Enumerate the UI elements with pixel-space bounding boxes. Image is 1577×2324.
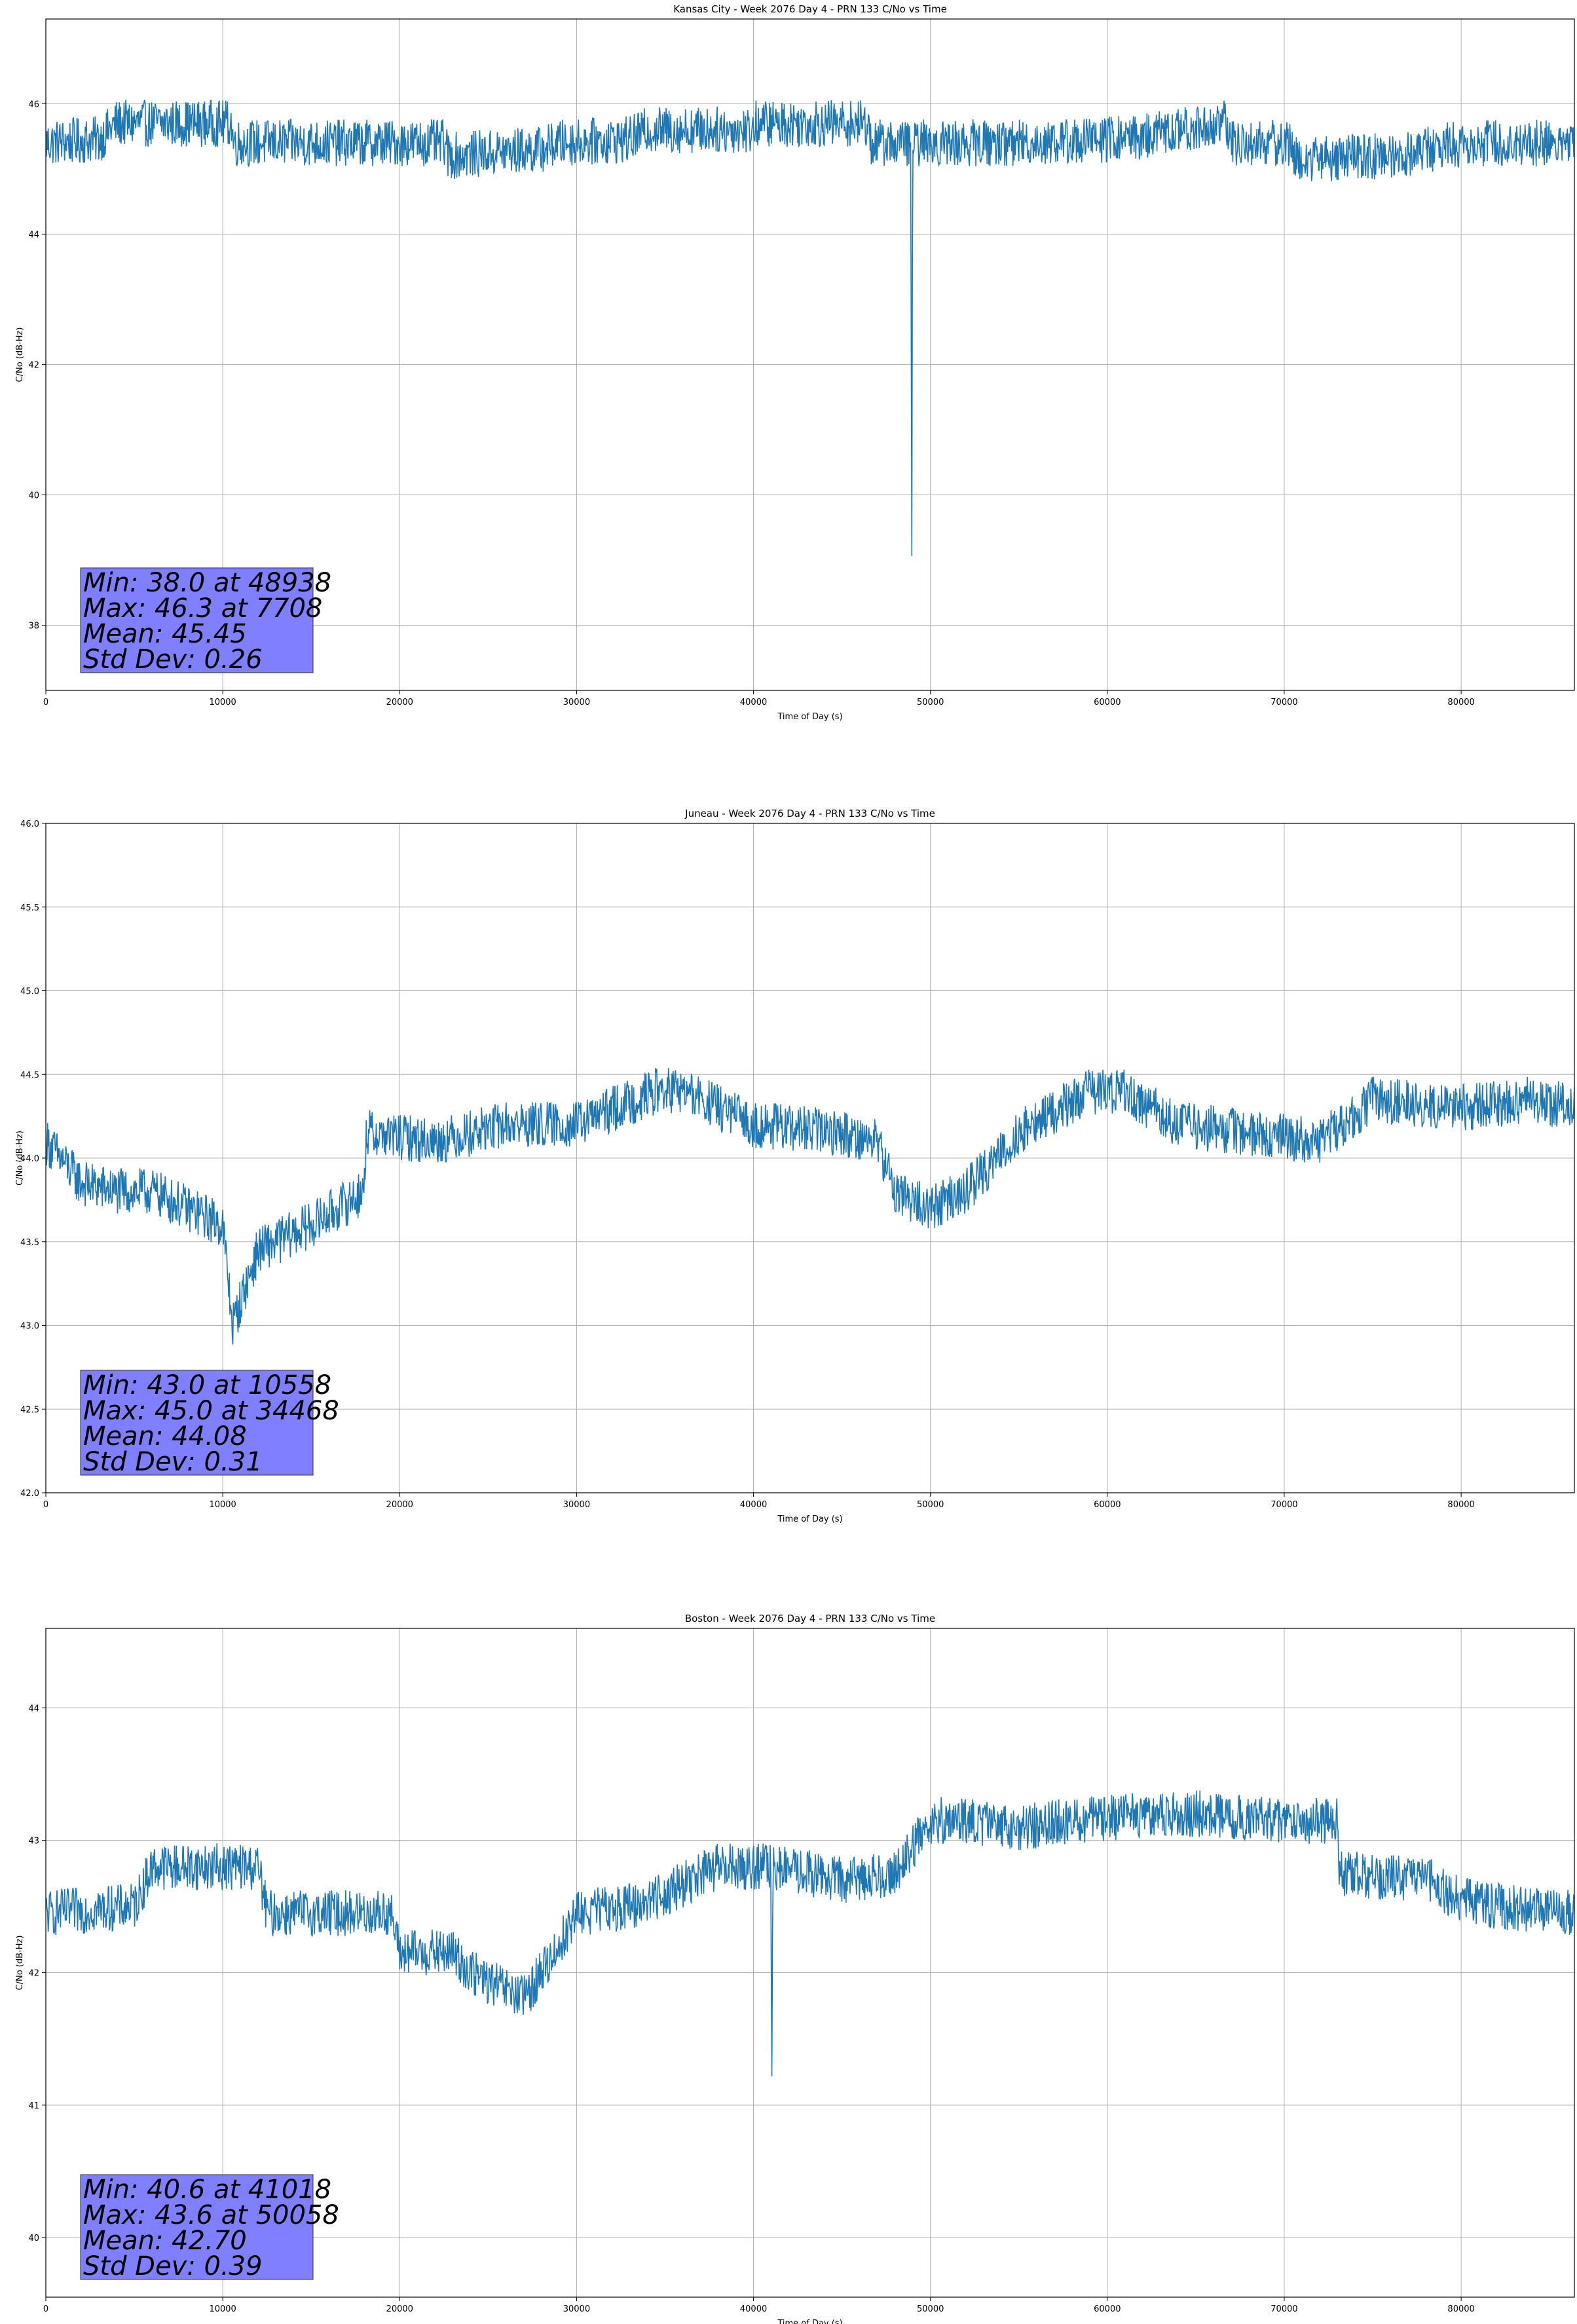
y-tick-label: 43.0 xyxy=(20,1322,39,1332)
plot-frame xyxy=(45,18,1575,691)
y-tick-label: 42.5 xyxy=(20,1405,39,1415)
x-tick-label: 60000 xyxy=(1094,1500,1121,1510)
y-tick-label: 40 xyxy=(28,2234,39,2243)
y-tick-label: 42.0 xyxy=(20,1489,39,1499)
x-axis-label: Time of Day (s) xyxy=(777,1514,842,1524)
stats-line: Min: 40.6 at 41018 xyxy=(83,2175,331,2205)
x-tick-label: 0 xyxy=(43,698,48,707)
y-tick-label: 44 xyxy=(28,230,39,240)
x-tick-label: 20000 xyxy=(386,2304,413,2314)
stats-line: Mean: 44.08 xyxy=(83,1421,247,1452)
stats-line: Std Dev: 0.26 xyxy=(83,645,263,675)
x-tick-label: 20000 xyxy=(386,698,413,707)
x-tick-label: 40000 xyxy=(740,2304,767,2314)
chart-kansas-city: 0 10000 20000 30000 40000 50000 60000 70000 8000… xyxy=(15,3,1575,722)
y-axis-label: C/No (dB-Hz) xyxy=(15,1131,25,1186)
series-line xyxy=(46,1068,1574,1345)
x-tick-label: 50000 xyxy=(917,2304,944,2314)
x-tick-label: 10000 xyxy=(209,2304,236,2314)
chart-title: Juneau - Week 2076 Day 4 - PRN 133 C/No … xyxy=(684,808,935,819)
x-tick-label: 40000 xyxy=(740,698,767,707)
x-tick-label: 50000 xyxy=(917,698,944,707)
stats-line: Max: 45.0 at 34468 xyxy=(83,1396,339,1426)
x-axis-label: Time of Day (s) xyxy=(777,2319,842,2324)
x-tick-label: 30000 xyxy=(563,2304,590,2314)
chart-juneau: 0 10000 20000 30000 40000 50000 60000 70000 8000… xyxy=(15,808,1575,1524)
plot-frame xyxy=(45,1628,1575,2298)
y-tick-label: 46 xyxy=(28,100,39,109)
x-tick-label: 20000 xyxy=(386,1500,413,1510)
x-tick-label: 70000 xyxy=(1271,698,1297,707)
stats-box xyxy=(80,1370,314,1476)
x-tick-label: 30000 xyxy=(563,698,590,707)
x-tick-label: 80000 xyxy=(1447,2304,1474,2314)
y-tick-label: 38 xyxy=(28,621,39,631)
series-line xyxy=(46,100,1574,556)
x-tick-label: 50000 xyxy=(917,1500,944,1510)
y-tick-label: 45.5 xyxy=(20,903,39,913)
x-tick-label: 80000 xyxy=(1447,1500,1474,1510)
stats-line: Max: 43.6 at 50058 xyxy=(83,2200,339,2230)
chart-boston: 0 10000 20000 30000 40000 50000 60000 70000 8000… xyxy=(15,1613,1575,2324)
x-tick-label: 40000 xyxy=(740,1500,767,1510)
y-tick-label: 42 xyxy=(28,1969,39,1979)
y-tick-label: 40 xyxy=(28,491,39,500)
stats-line: Min: 43.0 at 10558 xyxy=(83,1370,331,1400)
stats-box xyxy=(80,567,314,673)
y-tick-label: 45.0 xyxy=(20,987,39,997)
stats-box xyxy=(80,2174,314,2280)
y-tick-label: 44.0 xyxy=(20,1154,39,1164)
y-tick-label: 42 xyxy=(28,360,39,370)
x-tick-label: 60000 xyxy=(1094,2304,1121,2314)
x-tick-label: 60000 xyxy=(1094,698,1121,707)
stats-line: Max: 46.3 at 7708 xyxy=(83,593,322,624)
stats-line: Std Dev: 0.39 xyxy=(83,2251,263,2281)
y-tick-label: 46.0 xyxy=(20,819,39,829)
x-tick-label: 80000 xyxy=(1447,698,1474,707)
x-tick-label: 10000 xyxy=(209,1500,236,1510)
series-line xyxy=(46,1790,1574,2076)
y-axis-label: C/No (dB-Hz) xyxy=(15,328,25,383)
y-tick-label: 43 xyxy=(28,1836,39,1846)
x-tick-label: 10000 xyxy=(209,698,236,707)
x-tick-label: 0 xyxy=(43,1500,48,1510)
chart-title: Boston - Week 2076 Day 4 - PRN 133 C/No … xyxy=(685,1613,935,1624)
y-tick-label: 41 xyxy=(28,2101,39,2111)
plot-frame xyxy=(45,823,1575,1493)
y-tick-label: 44 xyxy=(28,1704,39,1714)
y-tick-label: 43.5 xyxy=(20,1238,39,1248)
x-tick-label: 30000 xyxy=(563,1500,590,1510)
x-tick-label: 0 xyxy=(43,2304,48,2314)
x-tick-label: 70000 xyxy=(1271,2304,1297,2314)
stats-line: Mean: 45.45 xyxy=(83,619,247,649)
y-axis-label: C/No (dB-Hz) xyxy=(15,1936,25,1991)
stats-line: Min: 38.0 at 48938 xyxy=(83,568,331,598)
x-axis-label: Time of Day (s) xyxy=(777,712,842,722)
chart-title: Kansas City - Week 2076 Day 4 - PRN 133 … xyxy=(673,3,947,15)
y-tick-label: 44.5 xyxy=(20,1070,39,1080)
stats-line: Std Dev: 0.31 xyxy=(83,1447,263,1477)
stats-line: Mean: 42.70 xyxy=(83,2226,247,2256)
x-tick-label: 70000 xyxy=(1271,1500,1297,1510)
